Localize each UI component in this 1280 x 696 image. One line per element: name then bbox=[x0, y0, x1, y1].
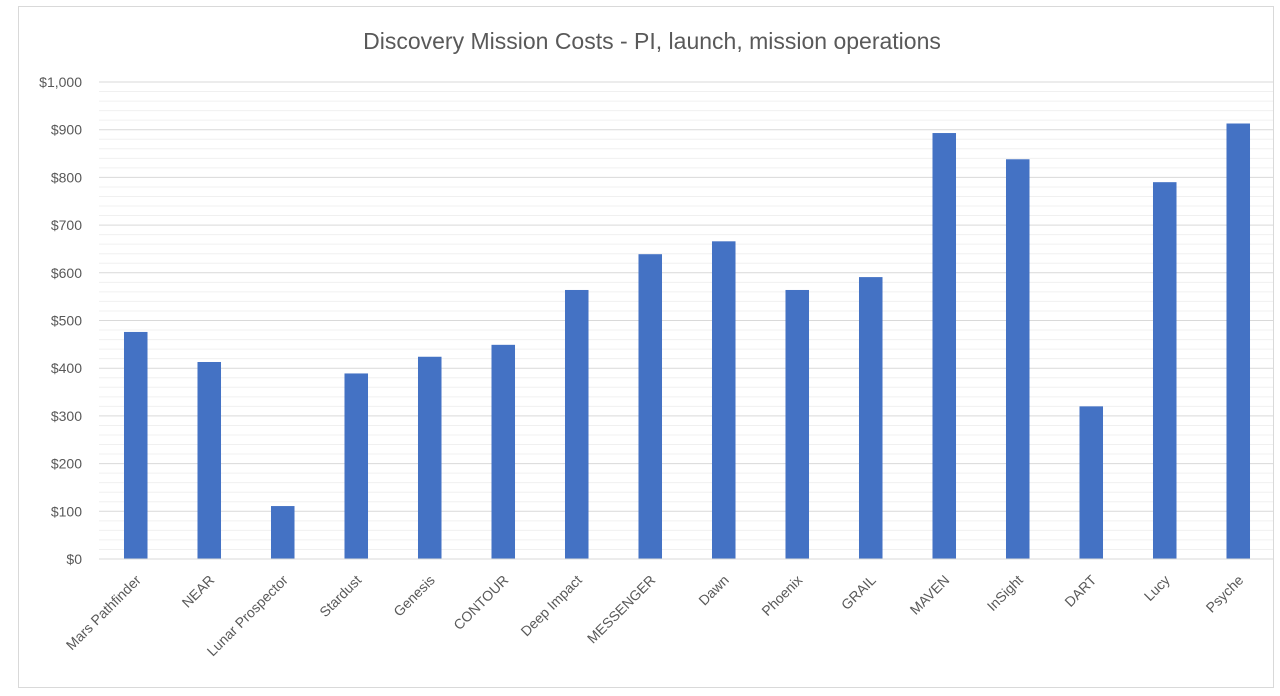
bar bbox=[932, 133, 957, 559]
bar-chart: Discovery Mission Costs - PI, launch, mi… bbox=[39, 28, 1273, 659]
x-category-label: Genesis bbox=[390, 572, 438, 620]
bar bbox=[1005, 159, 1030, 560]
bar bbox=[197, 361, 222, 559]
bar bbox=[638, 254, 663, 559]
x-category-label: Stardust bbox=[316, 572, 364, 620]
bar bbox=[564, 289, 589, 559]
x-category-label: NEAR bbox=[179, 572, 218, 611]
y-tick-label: $1,000 bbox=[39, 74, 82, 90]
x-category-label: Lucy bbox=[1141, 572, 1173, 604]
y-tick-label: $900 bbox=[51, 122, 82, 138]
bar bbox=[1079, 406, 1104, 559]
y-tick-label: $300 bbox=[51, 408, 82, 424]
y-tick-label: $0 bbox=[66, 551, 82, 567]
y-tick-label: $400 bbox=[51, 360, 82, 376]
chart-frame: Discovery Mission Costs - PI, launch, mi… bbox=[18, 6, 1274, 688]
x-category-label: Psyche bbox=[1203, 572, 1247, 616]
x-category-label: Deep Impact bbox=[517, 572, 585, 640]
bar bbox=[711, 241, 736, 559]
y-tick-label: $100 bbox=[51, 503, 82, 519]
bar bbox=[270, 506, 295, 559]
y-tick-label: $700 bbox=[51, 217, 82, 233]
x-category-label: Phoenix bbox=[758, 572, 805, 619]
bar bbox=[344, 373, 369, 559]
chart-title: Discovery Mission Costs - PI, launch, mi… bbox=[363, 28, 941, 54]
bars bbox=[123, 123, 1251, 560]
bar bbox=[491, 344, 516, 559]
y-tick-label: $500 bbox=[51, 313, 82, 329]
bar bbox=[1152, 182, 1177, 560]
bar bbox=[123, 331, 148, 559]
bar bbox=[785, 289, 810, 559]
y-tick-label: $600 bbox=[51, 265, 82, 281]
bar bbox=[1226, 123, 1251, 560]
x-category-label: CONTOUR bbox=[450, 572, 511, 633]
x-category-label: MESSENGER bbox=[584, 572, 659, 647]
y-axis-tick-labels: $0 $100 $200 $300 $400 $500 $600 $700 $800 $900 $1… bbox=[39, 74, 82, 567]
bar bbox=[417, 356, 442, 559]
x-category-label: DART bbox=[1061, 571, 1099, 609]
x-category-label: Mars Pathfinder bbox=[63, 572, 144, 653]
x-category-label: Lunar Prospector bbox=[204, 572, 291, 659]
x-category-label: GRAIL bbox=[838, 572, 879, 613]
x-category-label: MAVEN bbox=[907, 572, 953, 618]
y-tick-label: $200 bbox=[51, 456, 82, 472]
x-category-label: Dawn bbox=[695, 572, 732, 609]
y-tick-label: $800 bbox=[51, 169, 82, 185]
x-category-label: InSight bbox=[984, 572, 1026, 614]
gridlines bbox=[99, 81, 1273, 550]
bar bbox=[858, 277, 883, 559]
